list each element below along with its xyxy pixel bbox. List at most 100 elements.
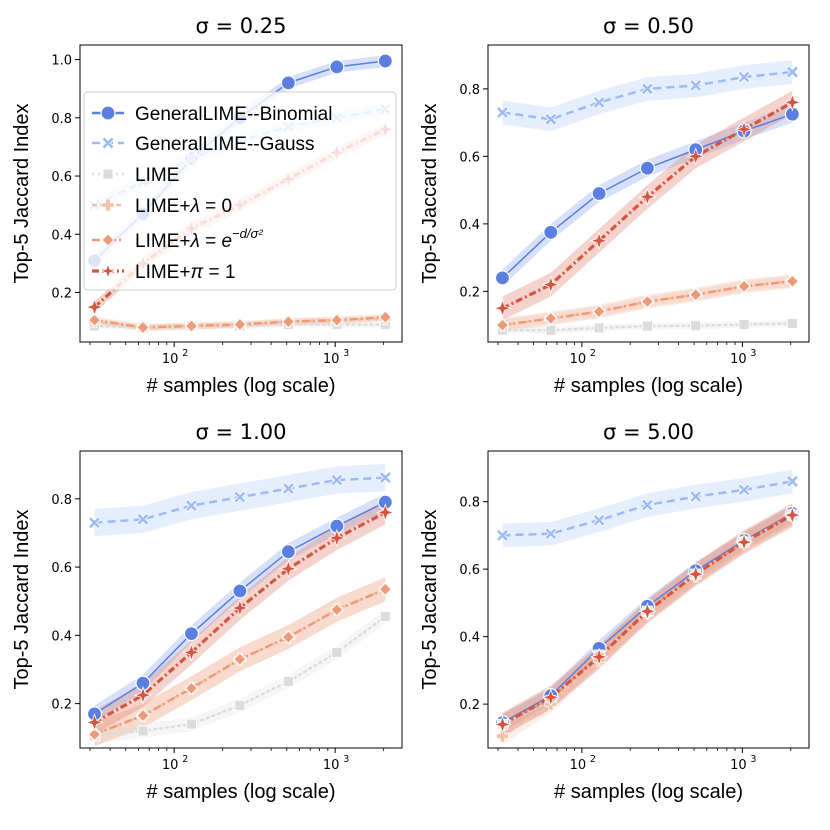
data-point: [786, 317, 798, 330]
legend-item-3: LIME: [92, 165, 179, 186]
chart-title: σ = 5.00: [603, 420, 694, 444]
data-point: [376, 503, 395, 522]
data-point: [230, 598, 250, 618]
legend: GeneralLIME--Binomial GeneralLIME--Gauss L…: [83, 91, 397, 291]
y-axis-label: Top-5 Jaccard Index: [11, 103, 33, 283]
band-2: [502, 60, 793, 132]
y-tick-label: 0.2: [459, 698, 480, 713]
data-point: [638, 602, 657, 621]
data-point: [734, 120, 754, 139]
y-tick-label: 0.6: [51, 561, 72, 576]
data-point: [689, 78, 703, 93]
legend-label-symbol: λ: [189, 196, 199, 217]
legend-label-exponent: −d/σ²: [232, 226, 263, 241]
band-4: [502, 506, 793, 745]
data-point: [280, 75, 296, 91]
axes-frame: [79, 44, 403, 343]
data-point: [184, 681, 199, 695]
data-point: [783, 93, 802, 112]
data-point: [591, 185, 607, 202]
x-tick-exponent: 3: [343, 754, 349, 765]
legend-item-2: GeneralLIME--Gauss: [92, 134, 315, 155]
data-point: [281, 630, 296, 644]
data-point: [689, 489, 703, 504]
legend-swatch-marker: [101, 136, 115, 150]
data-point: [737, 279, 751, 294]
chart-title: σ = 0.25: [195, 14, 286, 38]
data-point: [495, 528, 510, 542]
series-markers-2: [87, 471, 392, 530]
x-tick-exponent: 3: [343, 348, 349, 359]
data-point: [495, 105, 510, 120]
y-tick-label: 0.4: [51, 228, 72, 243]
data-point: [543, 224, 559, 240]
y-tick-label: 0.6: [459, 150, 480, 165]
y-axis-label: Top-5 Jaccard Index: [419, 509, 441, 689]
axes-frame: [79, 450, 403, 749]
legend-item-6: LIME+π = 1: [92, 262, 235, 283]
legend-label-symbol: λ: [189, 231, 199, 252]
data-point: [686, 564, 706, 584]
band-1: [94, 493, 386, 723]
series-markers-5: [87, 310, 393, 335]
band-3: [502, 508, 793, 732]
data-point: [592, 304, 606, 319]
data-point: [496, 729, 509, 743]
data-point: [541, 275, 561, 294]
x-tick-label: 10: [730, 352, 747, 367]
y-tick-label: 0.6: [459, 563, 480, 578]
legend-swatch-marker: [101, 233, 115, 247]
data-point: [690, 320, 702, 332]
data-point: [641, 320, 654, 332]
y-axis-label: Top-5 Jaccard Index: [419, 103, 441, 283]
data-point: [592, 513, 606, 527]
y-tick-label: 0.8: [51, 112, 72, 127]
y-tick-label: 0.4: [459, 631, 480, 646]
chart-panel-3: 0.20.40.60.810 2 10 3σ = 1.00# samples (log…: [11, 420, 403, 803]
plot-area: [493, 60, 802, 336]
legend-swatch-marker: [101, 198, 115, 212]
x-axis-label: # samples (log scale): [147, 375, 336, 397]
data-point: [640, 82, 654, 96]
plot-area: [85, 463, 395, 747]
data-point: [136, 320, 150, 335]
chart-panel-2: 0.20.40.60.810 2 10 3σ = 0.50# samples (log…: [419, 14, 810, 397]
x-tick-label: 10: [323, 758, 340, 773]
x-tick-label: 10: [730, 758, 747, 773]
series-markers-2: [495, 474, 799, 542]
y-tick-label: 0.2: [51, 698, 72, 713]
legend-label: GeneralLIME--Gauss: [135, 134, 315, 155]
x-axis-label: # samples (log scale): [147, 781, 336, 803]
data-point: [493, 298, 512, 318]
x-tick-label: 10: [162, 758, 179, 773]
legend-swatch-marker: [100, 105, 116, 121]
data-point: [639, 160, 656, 176]
data-point: [136, 512, 150, 526]
data-point: [377, 53, 393, 69]
legend-frame: [83, 91, 397, 291]
data-point: [330, 473, 344, 487]
y-tick-label: 0.8: [51, 493, 72, 508]
data-point: [329, 59, 345, 75]
data-point: [592, 95, 606, 109]
x-tick-label: 10: [570, 352, 587, 367]
data-point: [638, 187, 657, 207]
chart-title: σ = 1.00: [195, 420, 286, 444]
x-axis-label: # samples (log scale): [554, 375, 743, 397]
data-point: [327, 528, 347, 548]
x-tick-exponent: 3: [750, 348, 756, 359]
y-tick-label: 0.4: [459, 218, 480, 233]
x-axis-label: # samples (log scale): [554, 781, 743, 803]
data-point: [85, 297, 104, 317]
data-point: [233, 317, 247, 332]
series-markers-1: [494, 106, 800, 286]
data-point: [331, 646, 343, 659]
x-tick-exponent: 2: [590, 348, 596, 359]
x-tick-label: 10: [162, 352, 179, 367]
data-point: [280, 544, 296, 560]
legend-label: LIME+λ = 0: [135, 196, 232, 217]
series-markers-5: [87, 582, 393, 742]
data-point: [589, 647, 609, 667]
data-point: [494, 270, 511, 286]
legend-swatch-marker: [99, 262, 117, 280]
